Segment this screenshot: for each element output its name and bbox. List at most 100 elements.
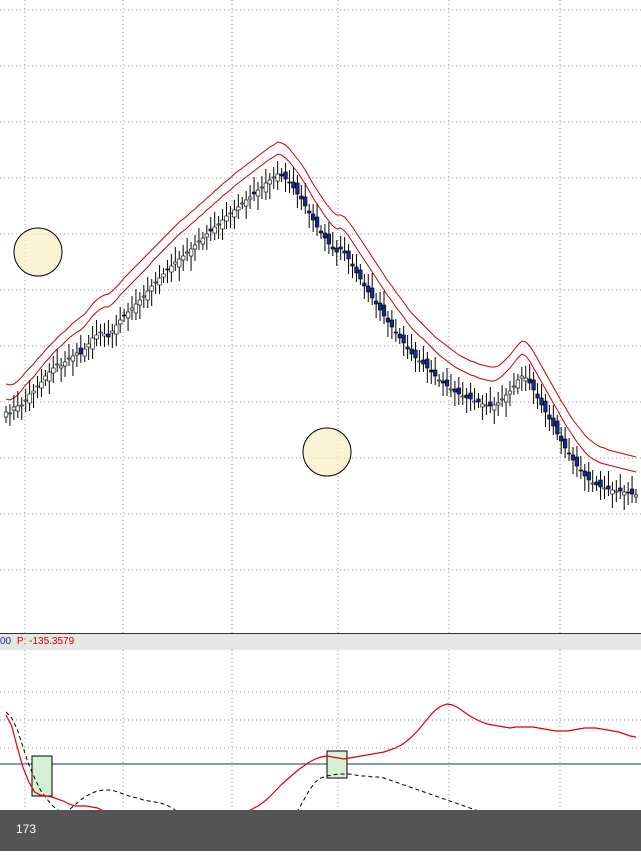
candle-body xyxy=(448,388,454,391)
candle-body xyxy=(165,268,170,271)
candle-body xyxy=(122,314,127,317)
candle-body xyxy=(7,412,13,415)
candle-body xyxy=(503,394,509,403)
candle-body xyxy=(499,398,505,401)
candle-body xyxy=(476,398,481,403)
candle-body xyxy=(543,400,548,413)
candle-body xyxy=(244,199,249,207)
candle-body xyxy=(574,456,579,467)
candle-body xyxy=(389,319,395,328)
candle-body xyxy=(409,348,414,355)
candle-body xyxy=(232,209,237,218)
moving-average-layer xyxy=(5,141,637,473)
candle-body xyxy=(338,246,343,250)
candle-body xyxy=(39,381,44,389)
candle-body xyxy=(82,348,87,357)
candle-body xyxy=(212,226,217,234)
candle-body xyxy=(185,251,190,254)
candlestick-layer xyxy=(3,161,639,510)
candle-body xyxy=(488,401,493,407)
candle-body xyxy=(169,265,174,273)
candle-body xyxy=(173,261,178,265)
candle-body xyxy=(334,247,339,253)
candle-body xyxy=(377,302,383,311)
highlight-circle-left xyxy=(13,227,63,277)
candle-body xyxy=(102,333,107,337)
candle-body xyxy=(586,471,591,481)
candle-body xyxy=(86,343,91,348)
candle-body xyxy=(114,324,119,335)
candle-body xyxy=(598,479,603,488)
candle-body xyxy=(19,404,24,407)
candle-body xyxy=(94,334,99,340)
marker-layer xyxy=(13,227,352,477)
candle-body xyxy=(421,359,426,365)
candle-body xyxy=(35,385,40,388)
candle-body xyxy=(425,358,430,369)
candle-body xyxy=(629,488,635,495)
candle-body xyxy=(90,337,95,350)
candle-body xyxy=(228,212,233,215)
candle-body xyxy=(370,287,375,299)
candle-body xyxy=(51,367,56,374)
candle-body xyxy=(614,490,619,493)
candle-body xyxy=(531,379,536,391)
candle-body xyxy=(602,487,607,490)
candle-body xyxy=(444,379,450,387)
candle-body xyxy=(161,273,166,278)
candle-body xyxy=(362,282,367,287)
candle-body xyxy=(515,379,520,389)
candle-body xyxy=(157,277,162,286)
candle-body xyxy=(484,404,489,407)
candle-body xyxy=(606,485,611,490)
candle-body xyxy=(31,390,36,394)
candle-body xyxy=(149,285,154,292)
candle-body xyxy=(196,240,202,243)
candle-body xyxy=(397,333,402,339)
candle-body xyxy=(220,219,225,230)
candle-body xyxy=(110,330,115,334)
candle-body xyxy=(551,417,556,427)
candle-body xyxy=(381,304,387,317)
candle-body xyxy=(342,250,347,254)
candle-body xyxy=(23,399,28,402)
candle-body xyxy=(622,491,627,496)
candle-body xyxy=(248,196,253,200)
footer-bar: 173 xyxy=(0,810,641,851)
candle-body xyxy=(436,379,442,382)
candle-body xyxy=(590,482,595,485)
candle-body xyxy=(200,237,206,245)
candle-body xyxy=(472,400,477,403)
candle-body xyxy=(263,182,269,193)
candle-body xyxy=(252,191,257,195)
candle-body xyxy=(322,232,328,239)
candle-body xyxy=(346,250,351,260)
candle-body xyxy=(74,352,79,356)
candle-body xyxy=(326,233,332,245)
candle-body xyxy=(275,173,280,182)
candle-body xyxy=(354,266,359,274)
candle-body xyxy=(314,216,320,228)
candle-body xyxy=(535,393,540,399)
candle-body xyxy=(66,357,72,360)
candle-body xyxy=(43,375,48,381)
candle-body xyxy=(373,300,379,305)
candle-body xyxy=(492,404,497,411)
candle-body xyxy=(582,470,587,477)
candle-body xyxy=(137,299,143,306)
moving-average-slow xyxy=(5,141,637,458)
candle-body xyxy=(350,263,355,267)
candle-body xyxy=(366,285,371,293)
candle-body xyxy=(287,181,292,184)
candle-body xyxy=(47,371,52,382)
candle-body xyxy=(259,186,265,189)
candle-body xyxy=(70,355,75,362)
candle-body xyxy=(618,487,623,492)
candle-body xyxy=(279,173,284,177)
candle-body xyxy=(192,244,198,250)
candle-body xyxy=(27,393,32,404)
candle-body xyxy=(464,394,469,399)
candle-body xyxy=(468,392,473,400)
